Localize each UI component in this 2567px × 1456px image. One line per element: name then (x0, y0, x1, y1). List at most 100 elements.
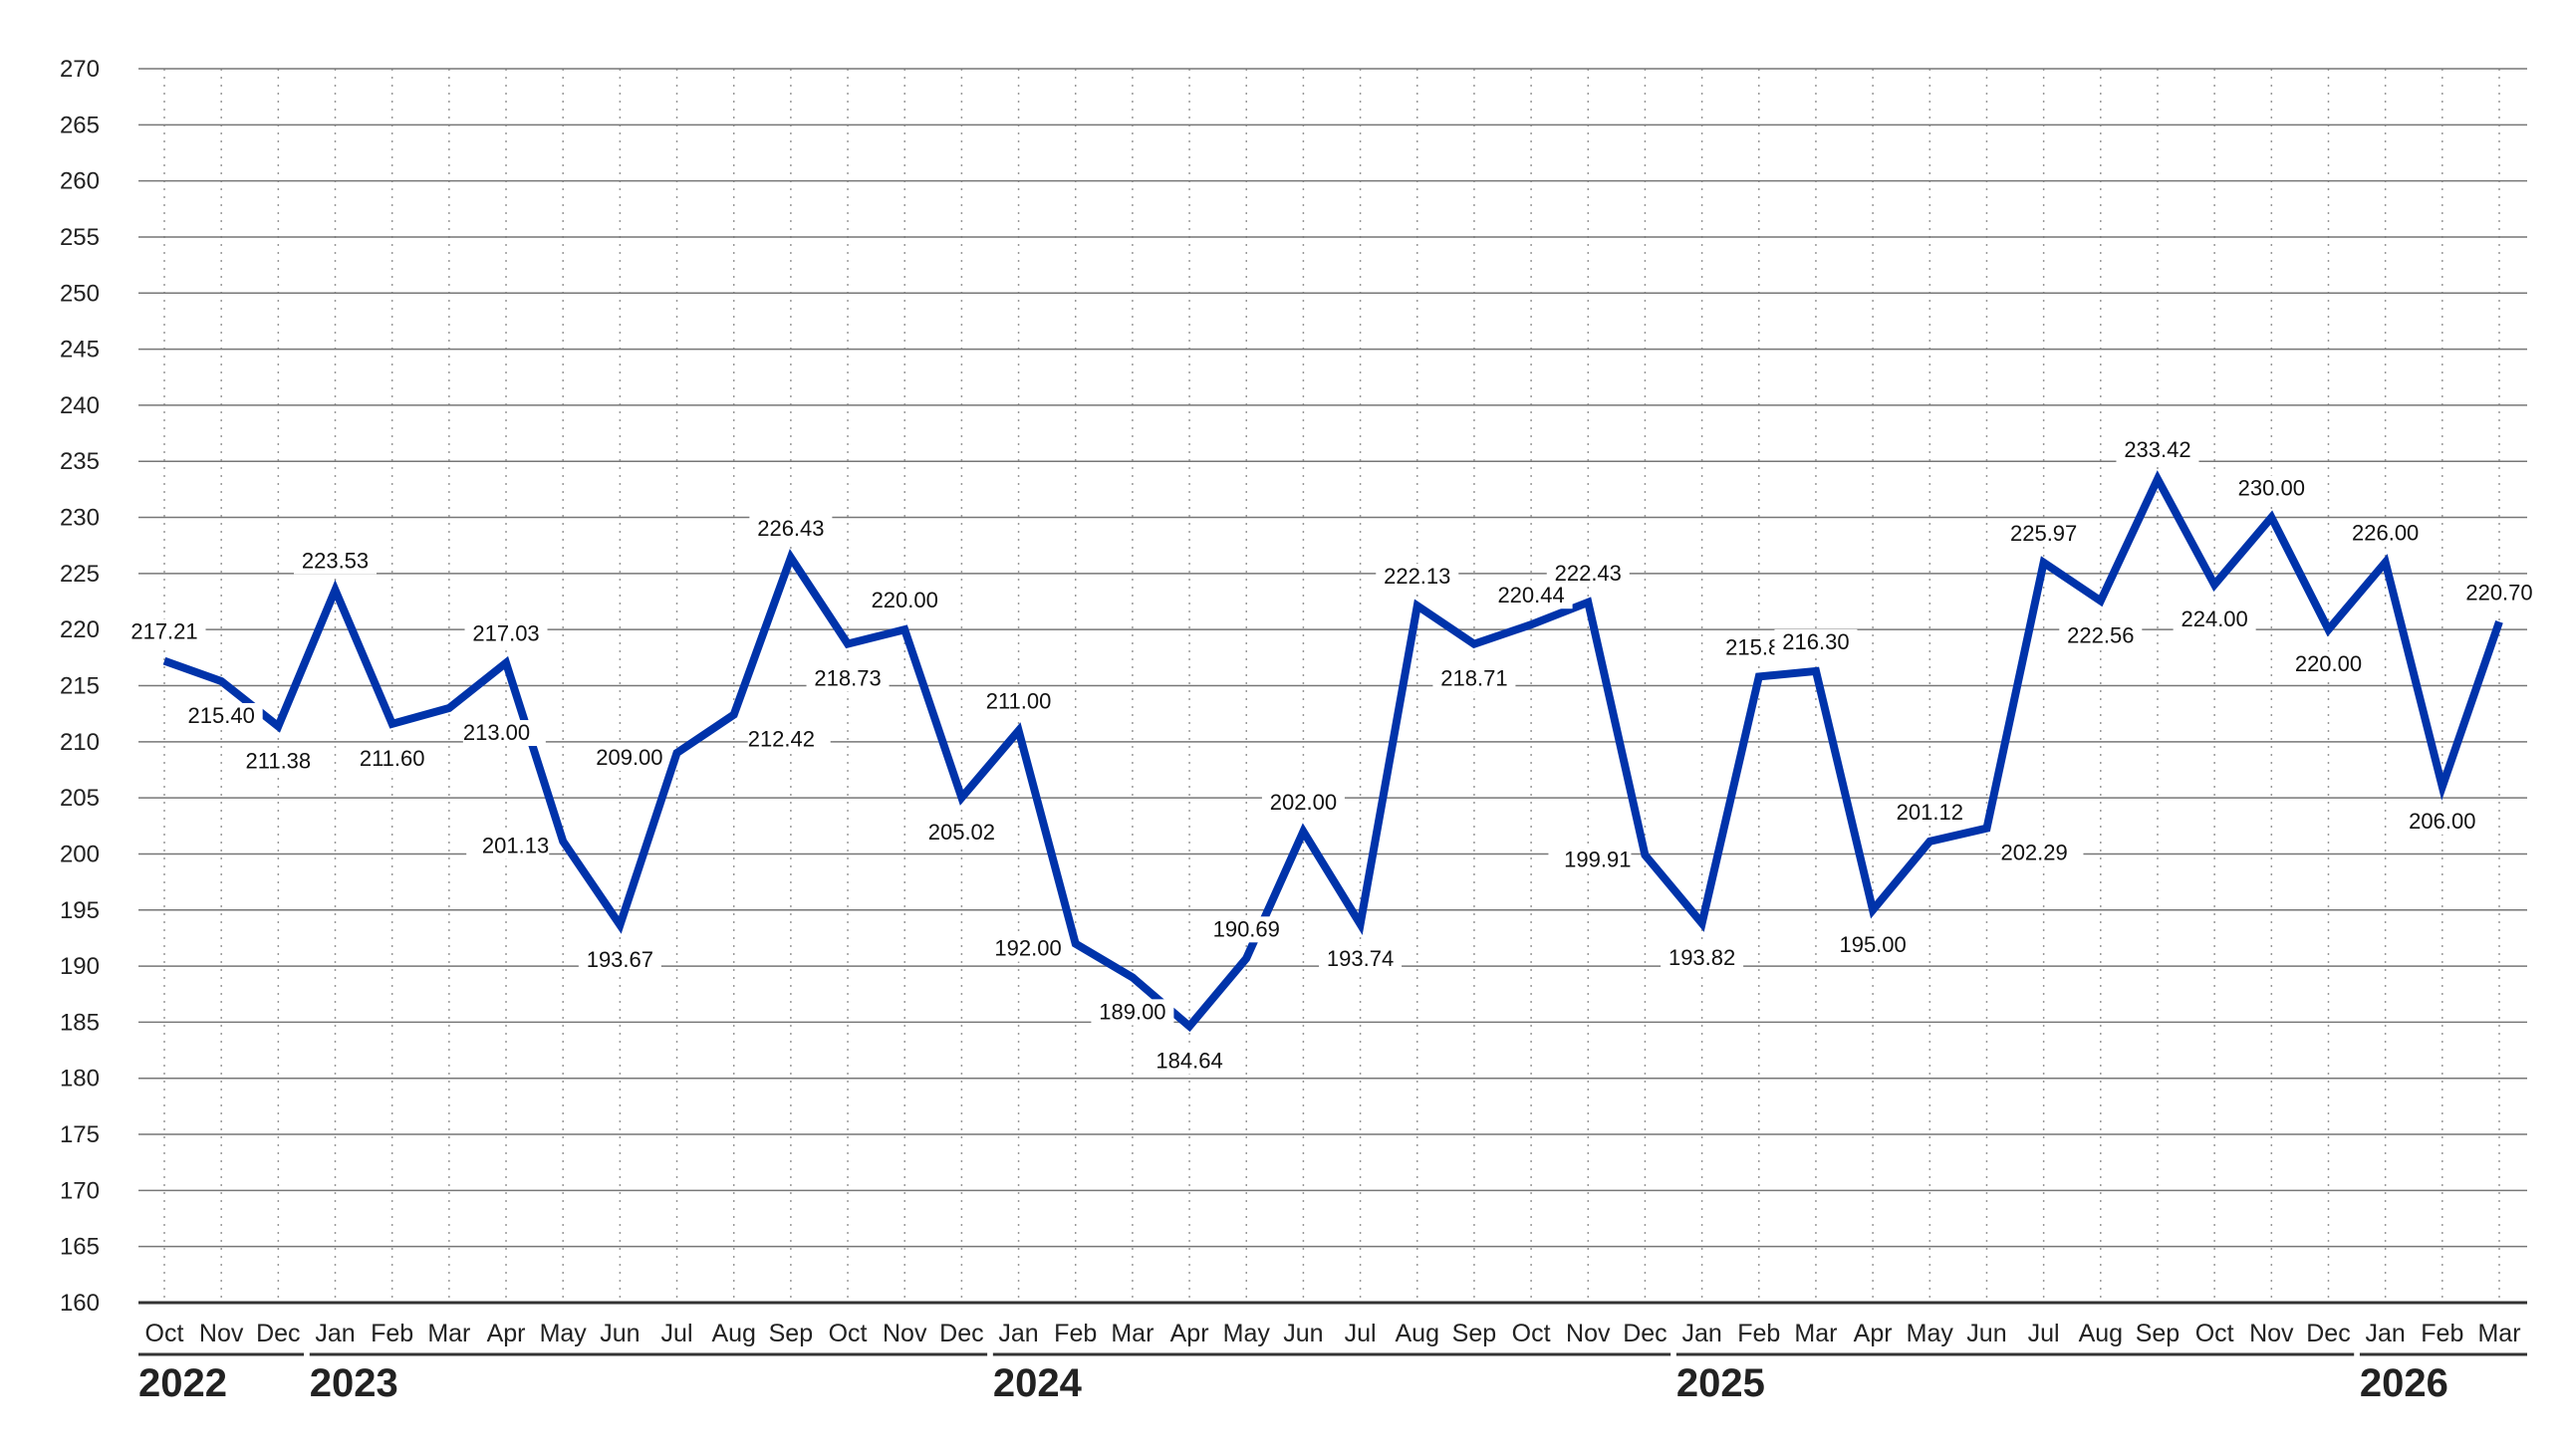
x-tick-label: Jun (1966, 1320, 2006, 1347)
data-label: 215.40 (188, 703, 255, 728)
x-tick-label: May (1223, 1320, 1271, 1347)
y-tick-label: 235 (60, 448, 100, 475)
data-label-background (1546, 560, 1630, 587)
data-label-background (2059, 622, 2143, 649)
data-label-background (236, 748, 320, 775)
y-tick-label: 240 (60, 392, 100, 419)
year-label: 2026 (2360, 1361, 2448, 1405)
data-label: 202.00 (1270, 790, 1337, 815)
data-label: 220.00 (872, 588, 938, 612)
data-label-background (747, 726, 831, 753)
data-label: 192.00 (994, 936, 1061, 961)
year-label: 2022 (138, 1361, 227, 1405)
x-tick-label: Apr (1854, 1320, 1893, 1347)
x-tick-label: Dec (1623, 1320, 1667, 1347)
x-tick-label: Feb (371, 1320, 413, 1347)
x-tick-label: Aug (2079, 1320, 2123, 1347)
x-tick-label: Mar (427, 1320, 470, 1347)
data-label-background (978, 935, 1062, 962)
data-label: 184.64 (1155, 1048, 1222, 1073)
y-tick-label: 160 (60, 1290, 100, 1317)
year-label: 2025 (1676, 1361, 1765, 1405)
data-label: 233.42 (2124, 437, 2190, 462)
x-tick-label: Sep (769, 1320, 813, 1347)
data-label-background (2401, 808, 2484, 835)
x-tick-label: May (540, 1320, 588, 1347)
y-tick-label: 205 (60, 785, 100, 812)
data-label: 205.02 (928, 820, 995, 845)
y-tick-label: 225 (60, 561, 100, 588)
data-label-background (863, 588, 946, 614)
x-axis-month-ticks: Oct Nov Dec Jan Feb Mar Apr May Jun Jul Aug Sep Oct N… (145, 1320, 2521, 1347)
x-tick-label: Jul (2028, 1320, 2060, 1347)
y-tick-label: 260 (60, 168, 100, 195)
data-label: 211.00 (986, 689, 1052, 714)
x-tick-label: Nov (1566, 1320, 1611, 1347)
data-label: 218.71 (1440, 666, 1507, 691)
x-tick-label: Apr (487, 1320, 526, 1347)
vertical-gridlines (163, 69, 2500, 1303)
data-label: 222.13 (1384, 564, 1450, 589)
x-tick-label: Oct (829, 1320, 868, 1347)
y-tick-label: 200 (60, 841, 100, 867)
data-label-background (2000, 840, 2084, 866)
series-line (162, 470, 2503, 1033)
data-label-background (466, 833, 550, 859)
data-label: 217.21 (130, 619, 197, 644)
data-label-background (1319, 945, 1403, 972)
data-label: 216.30 (1782, 629, 1849, 654)
data-label: 195.00 (1839, 932, 1906, 957)
x-tick-label: Jan (998, 1320, 1038, 1347)
y-tick-label: 265 (60, 112, 100, 138)
y-tick-label: 190 (60, 953, 100, 980)
x-tick-label: Jun (1283, 1320, 1323, 1347)
x-tick-label: Nov (199, 1320, 244, 1347)
x-tick-label: Feb (2421, 1320, 2463, 1347)
data-label-background (806, 665, 890, 692)
data-label-background (1888, 799, 1971, 826)
data-label: 211.38 (246, 748, 312, 773)
x-tick-label: Feb (1737, 1320, 1780, 1347)
data-label-background (2002, 520, 2086, 547)
x-tick-label: Oct (2195, 1320, 2234, 1347)
x-tick-label: Apr (1170, 1320, 1209, 1347)
x-tick-label: Oct (1512, 1320, 1551, 1347)
x-tick-label: Dec (939, 1320, 983, 1347)
data-label-background (2344, 520, 2428, 547)
x-tick-label: Oct (145, 1320, 184, 1347)
data-label-background (1261, 789, 1345, 816)
y-tick-label: 255 (60, 224, 100, 251)
data-label-background (1148, 1048, 1231, 1075)
y-tick-label: 175 (60, 1121, 100, 1148)
x-tick-label: Mar (1111, 1320, 1154, 1347)
x-tick-label: Dec (2306, 1320, 2350, 1347)
data-label-background (578, 946, 661, 973)
data-label: 220.44 (1497, 583, 1564, 607)
data-label-background (2229, 475, 2313, 502)
data-label-background (919, 819, 1003, 846)
data-label-background (749, 515, 833, 542)
data-label-background (1204, 916, 1288, 943)
data-label: 217.03 (472, 621, 539, 646)
data-label-background (1489, 583, 1573, 609)
data-label-background (351, 745, 434, 772)
x-tick-label: Aug (711, 1320, 755, 1347)
data-label: 193.82 (1669, 945, 1735, 970)
y-tick-label: 230 (60, 505, 100, 532)
data-label-background (2457, 580, 2541, 607)
y-tick-label: 195 (60, 897, 100, 924)
data-label: 213.00 (463, 720, 530, 745)
x-tick-label: Dec (256, 1320, 300, 1347)
data-label-background (1376, 564, 1459, 591)
y-axis-ticks: 160 165 170 175 180 185 190 195 200 205 210 215 220 2… (60, 56, 100, 1317)
data-label-background (179, 702, 263, 729)
x-tick-label: Jul (661, 1320, 693, 1347)
x-axis-year-groups: 2022 2023 2024 2025 2026 (138, 1352, 2527, 1405)
data-label: 211.60 (360, 746, 425, 771)
data-label-background (2116, 437, 2199, 464)
data-label: 193.67 (587, 947, 653, 972)
data-label: 212.42 (748, 727, 815, 752)
data-label: 189.00 (1099, 999, 1165, 1024)
data-label-background (2173, 607, 2256, 633)
horizontal-gridlines (138, 68, 2527, 1305)
